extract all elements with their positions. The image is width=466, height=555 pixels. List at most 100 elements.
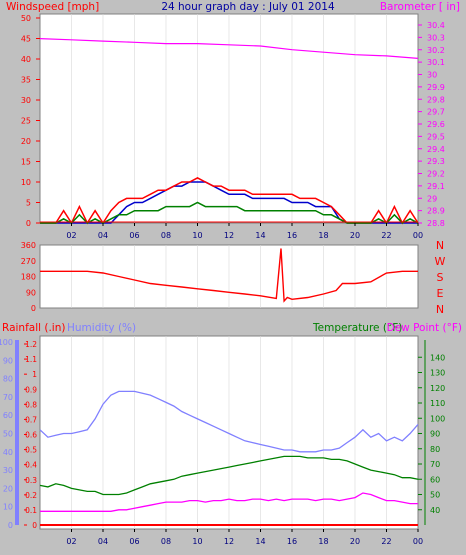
temperature-ticks: 40 50 60 70 80 90 100 110 120 130 140 [418, 340, 445, 525]
humidity-tick-label: 50 [3, 430, 13, 439]
direction-degree-label: 270 [21, 257, 36, 266]
direction-line [40, 248, 418, 303]
barometer-tick-label: 30 [427, 71, 437, 80]
rain-tick-label: 0.7 [25, 415, 37, 424]
wind-speed-ticks: 0 5 10 15 20 25 30 35 40 45 50 [21, 14, 40, 228]
hour-tick-label: 14 [255, 231, 265, 240]
barometer-tick-label: 29.1 [427, 182, 445, 191]
compass-label: E [437, 287, 444, 300]
barometer-tick-label: 30.1 [427, 58, 445, 67]
rain-tick-label: 1.2 [25, 340, 37, 349]
barometer-line [39, 38, 419, 59]
hour-tick-label: 06 [129, 537, 139, 546]
temperature-line [39, 455, 419, 496]
barometer-tick-label: 30.4 [427, 21, 445, 30]
barometer-axis-label: Barometer [ in] [380, 1, 460, 13]
wind-speed-tick-label: 45 [21, 35, 31, 44]
direction-degree-label: 360 [21, 241, 36, 250]
barometer-tick-label: 29.8 [427, 95, 445, 104]
wind-speed-tick-label: 0 [26, 219, 31, 228]
temperature-tick-label: 140 [430, 353, 445, 362]
temperature-tick-label: 110 [430, 399, 445, 408]
wind-speed-tick-label: 5 [26, 199, 31, 208]
hour-tick-label: 00 [413, 537, 423, 546]
hour-tick-label: 10 [192, 231, 202, 240]
hour-tick-label: 14 [255, 537, 265, 546]
compass-label: N [436, 239, 444, 252]
direction-series [40, 248, 418, 303]
humidity-tick-label: 100 [0, 338, 13, 347]
hour-tick-label: 04 [98, 231, 108, 240]
direction-degree-ticks: 0 90 180 270 360 [21, 241, 36, 313]
temperature-tick-label: 90 [430, 430, 440, 439]
temperature-tick-label: 100 [430, 414, 445, 423]
hour-tick-label: 04 [98, 537, 108, 546]
barometer-tick-label: 28.9 [427, 207, 445, 216]
wind-speed-tick-label: 50 [21, 14, 31, 23]
barometer-tick-label: 30.2 [427, 46, 445, 55]
dewpoint-line [40, 492, 418, 512]
direction-degree-label: 90 [26, 288, 36, 297]
dewpoint-axis-label: Dew Point (°F) [387, 322, 462, 334]
direction-degree-label: 0 [31, 304, 36, 313]
barometer-ticks: 28.8 28.9 29 29.1 29.2 29.3 29.4 29.5 29.6 29.7 29… [418, 21, 445, 228]
humidity-tick-label: 70 [3, 393, 13, 402]
humidity-axis-label: Humidity (%) [67, 322, 136, 334]
rain-tick-label: 0.1 [25, 506, 37, 515]
barometer-tick-label: 28.8 [427, 219, 445, 228]
humidity-tick-label: 20 [3, 484, 13, 493]
wind-speed-tick-label: 20 [21, 137, 31, 146]
rain-tick-label: 0.8 [25, 400, 37, 409]
rain-tick-label: 0.3 [25, 476, 37, 485]
compass-label: N [436, 303, 444, 316]
barometer-tick-label: 29.3 [427, 157, 445, 166]
temperature-tick-label: 60 [430, 475, 440, 484]
barometer-tick-label: 29.2 [427, 170, 445, 179]
barometer-tick-label: 29.5 [427, 132, 445, 141]
barometer-tick-label: 29.9 [427, 83, 445, 92]
hour-tick-label: 00 [413, 231, 423, 240]
chart-title: 24 hour graph day : July 01 2014 [161, 1, 335, 13]
hour-tick-label: 18 [318, 231, 328, 240]
hour-tick-label: 02 [66, 537, 76, 546]
rain-tick-label: 0 [32, 521, 37, 530]
rain-tick-label: 0.4 [25, 461, 37, 470]
wind-axis-label: Windspeed [mph] [6, 1, 99, 13]
hour-tick-label: 16 [287, 537, 297, 546]
direction-grid [71, 245, 387, 308]
hour-tick-label: 06 [129, 231, 139, 240]
wind-speed-tick-label: 35 [21, 76, 31, 85]
hour-tick-label: 20 [350, 231, 360, 240]
wind-speed-tick-label: 40 [21, 55, 31, 64]
temperature-tick-label: 130 [430, 369, 445, 378]
compass-label: S [437, 271, 444, 284]
hour-tick-label: 08 [161, 537, 171, 546]
barometer-tick-label: 29.7 [427, 108, 445, 117]
temperature-tick-label: 40 [430, 506, 440, 515]
wind-speed-tick-label: 10 [21, 178, 31, 187]
wind-speed-tick-label: 30 [21, 96, 31, 105]
barometer-tick-label: 29.4 [427, 145, 445, 154]
wind-speed-tick-label: 25 [21, 117, 31, 126]
temperature-series [39, 390, 419, 526]
hour-tick-label: 22 [381, 537, 391, 546]
rain-tick-label: 0.9 [25, 385, 37, 394]
hour-tick-label: 10 [192, 537, 202, 546]
humidity-ticks: 0 10 20 30 40 50 60 70 80 90 100 [0, 338, 19, 530]
wind-hour-ticks: 02 04 06 08 10 12 14 16 18 20 22 00 [66, 223, 423, 240]
temperature-axis-label: Temperature (°F) [312, 322, 402, 334]
hour-tick-label: 12 [224, 537, 234, 546]
humidity-tick-label: 30 [3, 466, 13, 475]
temperature-hour-ticks: 02 04 06 08 10 12 14 16 18 20 22 00 [66, 529, 423, 546]
rain-tick-label: 0.2 [25, 491, 37, 500]
humidity-tick-label: 60 [3, 411, 13, 420]
wind-speed-tick-label: 15 [21, 158, 31, 167]
rain-ticks: 0 0.1 0.2 0.3 0.4 0.5 0.6 0.7 0.8 0.9 1 1.1 1.2 [24, 340, 37, 530]
humidity-tick-label: 0 [8, 521, 13, 530]
temperature-tick-label: 120 [430, 384, 445, 393]
